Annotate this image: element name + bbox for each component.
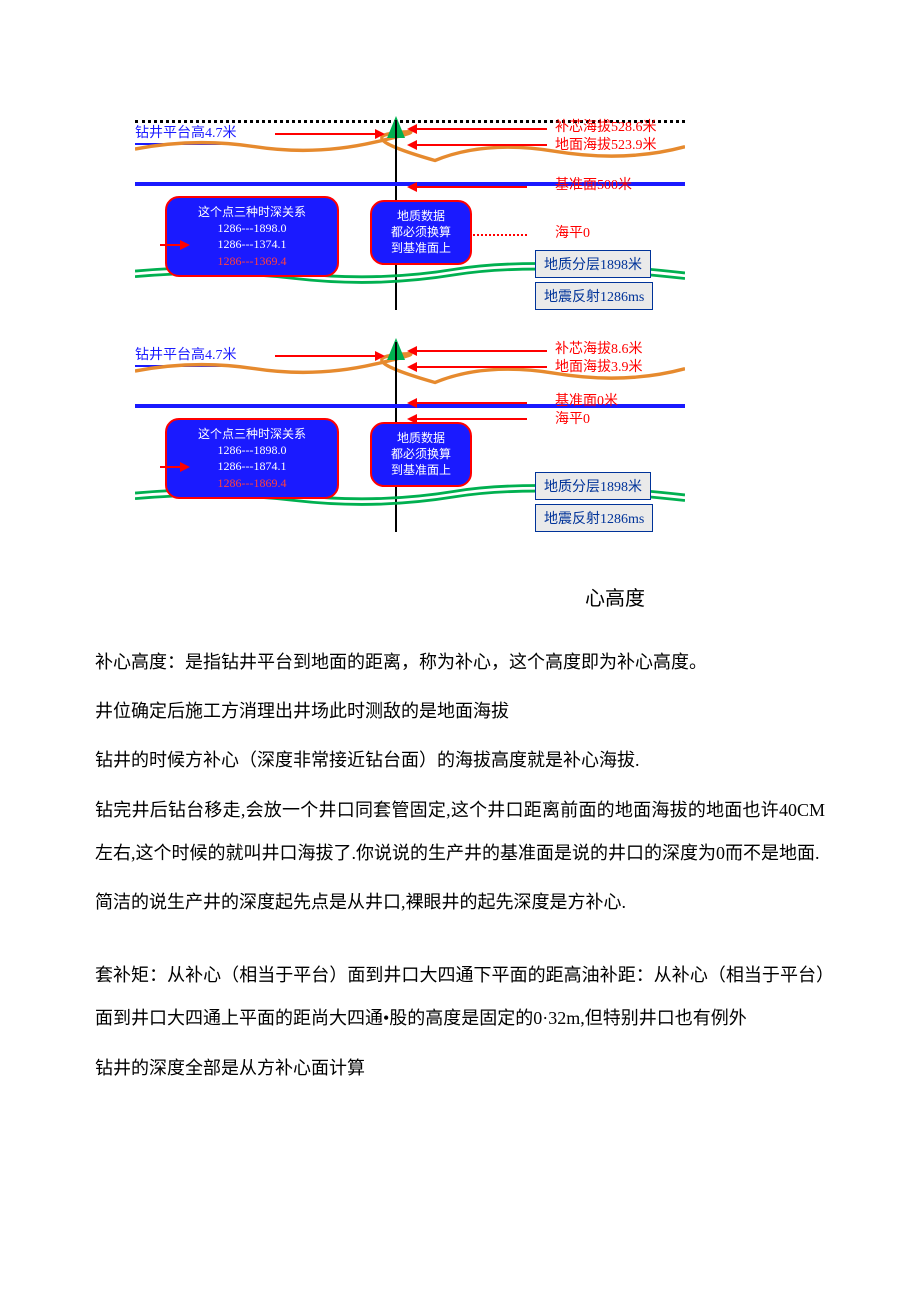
callout-line: 到基准面上 <box>378 462 464 478</box>
callout-line: 地质数据 <box>378 430 464 446</box>
label-ground-elev: 地面海拔523.9米 <box>555 134 657 154</box>
arrow-icon <box>407 140 547 150</box>
label-buxin-elev: 补芯海拔528.6米 <box>555 116 657 136</box>
box-geology: 地质分层1898米 <box>535 250 651 278</box>
document-page: 钻井平台高4.7米 <box>0 0 920 1156</box>
paragraph: 简洁的说生产井的深度起先点是从井口,裸眼井的起先深度是方补心. <box>95 881 825 924</box>
label-sealevel: 海平0 <box>555 222 590 242</box>
arrow-icon <box>160 240 190 250</box>
diagram-2: 钻井平台高4.7米 <box>135 342 685 542</box>
label-datum: 基准面500米 <box>555 174 632 194</box>
box-geology: 地质分层1898米 <box>535 472 651 500</box>
label-ground-elev: 地面海拔3.9米 <box>555 356 643 376</box>
arrow-icon <box>407 124 547 134</box>
diagram-container: 钻井平台高4.7米 <box>95 120 825 542</box>
arrow-icon <box>275 129 385 139</box>
callout-note: 地质数据 都必须换算 到基准面上 <box>370 200 472 265</box>
paragraph: 钻井的时候方补心（深度非常接近钻台面）的海拔高度就是补心海拔. <box>95 739 825 782</box>
box-seismic: 地震反射1286ms <box>535 504 653 532</box>
arrow-icon <box>407 398 527 408</box>
callout-line: 1286---1874.1 <box>177 458 327 474</box>
arrow-icon <box>160 462 190 472</box>
paragraph: 井位确定后施工方消理出井场此时测敌的是地面海拔 <box>95 690 825 733</box>
callout-line: 1286---1369.4 <box>177 253 327 269</box>
callout-line: 1286---1869.4 <box>177 475 327 491</box>
callout-line: 1286---1898.0 <box>177 220 327 236</box>
callout-line: 都必须换算 <box>378 224 464 240</box>
callout-line: 这个点三种时深关系 <box>177 426 327 442</box>
callout-line: 这个点三种时深关系 <box>177 204 327 220</box>
label-datum: 基准面0米 <box>555 390 618 410</box>
callout-line: 1286---1898.0 <box>177 442 327 458</box>
callout-main: 这个点三种时深关系 1286---1898.0 1286---1374.1 12… <box>165 196 339 277</box>
callout-note: 地质数据 都必须换算 到基准面上 <box>370 422 472 487</box>
arrow-icon <box>407 182 527 192</box>
paragraph: 钻完井后钻台移走,会放一个井口同套管固定,这个井口距离前面的地面海拔的地面也许4… <box>95 789 825 875</box>
box-seismic: 地震反射1286ms <box>535 282 653 310</box>
heading-fragment: 心高度 <box>95 582 825 611</box>
diagram-1: 钻井平台高4.7米 <box>135 120 685 320</box>
callout-main: 这个点三种时深关系 1286---1898.0 1286---1874.1 12… <box>165 418 339 499</box>
callout-line: 到基准面上 <box>378 240 464 256</box>
paragraph: 钻井的深度全部是从方补心面计算 <box>95 1047 825 1090</box>
callout-line: 1286---1374.1 <box>177 236 327 252</box>
paragraph: 套补矩：从补心（相当于平台）面到井口大四通下平面的距高油补距：从补心（相当于平台… <box>95 954 825 1040</box>
arrow-icon <box>275 351 385 361</box>
paragraph: 补心高度：是指钻井平台到地面的距离，称为补心，这个高度即为补心高度。 <box>95 641 825 684</box>
arrow-icon <box>407 346 547 356</box>
callout-line: 都必须换算 <box>378 446 464 462</box>
callout-line: 地质数据 <box>378 208 464 224</box>
label-sealevel: 海平0 <box>555 408 590 428</box>
arrow-icon <box>407 362 547 372</box>
label-buxin-elev: 补芯海拔8.6米 <box>555 338 643 358</box>
